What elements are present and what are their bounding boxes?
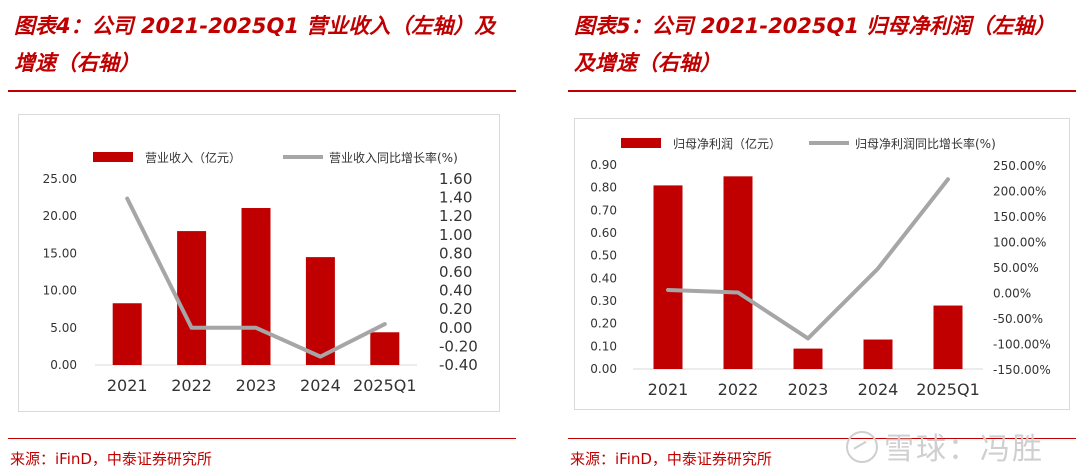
growth-rate-line bbox=[666, 177, 950, 341]
left-axis-tick-label: 20.00 bbox=[43, 209, 77, 223]
right-axis-tick-label: 1.60 bbox=[439, 170, 472, 188]
left-axis-tick-label: 15.00 bbox=[43, 246, 77, 260]
left-axis-tick-label: 0.90 bbox=[590, 158, 617, 172]
category-label: 2023 bbox=[788, 380, 829, 399]
net-profit-chart-svg: 0.00 0.10 0.20 0.30 0.40 0.50 0.60 0.70 0.80 0.90… bbox=[590, 136, 1051, 399]
category-label: 2022 bbox=[718, 380, 759, 399]
category-label: 2024 bbox=[858, 380, 899, 399]
bar bbox=[723, 176, 753, 369]
right-axis-tick-label: 150.00% bbox=[993, 210, 1046, 224]
left-axis-tick-label: 10.00 bbox=[43, 284, 77, 298]
growth-rate-line bbox=[125, 196, 387, 359]
right-axis-tick-label: 100.00% bbox=[993, 236, 1046, 250]
legend-bar-swatch bbox=[93, 152, 133, 162]
revenue-chart-svg: 0.005.0010.0015.0020.0025.00-0.40-0.200.… bbox=[43, 150, 478, 395]
bar bbox=[933, 305, 963, 369]
category-label: 2025Q1 bbox=[916, 380, 980, 399]
right-axis-tick-label: 250.00% bbox=[993, 159, 1046, 173]
category-label: 2021 bbox=[107, 376, 148, 395]
left-axis-tick-label: 0.60 bbox=[590, 226, 617, 240]
bar bbox=[112, 303, 142, 365]
category-label: 2022 bbox=[171, 376, 212, 395]
watermark: 雪球：冯胜 bbox=[846, 424, 1044, 468]
watermark-text: 雪球：冯胜 bbox=[884, 432, 1044, 467]
left-axis-tick-label: 0.70 bbox=[590, 203, 617, 217]
left-axis-tick-label: 0.30 bbox=[590, 294, 617, 308]
right-axis-tick-label: -50.00% bbox=[993, 312, 1043, 326]
source-divider bbox=[8, 438, 516, 439]
left-axis-tick-label: 0.40 bbox=[590, 271, 617, 285]
bar bbox=[305, 257, 335, 365]
right-axis-tick-label: -100.00% bbox=[993, 338, 1051, 352]
title-divider bbox=[8, 90, 516, 92]
bar bbox=[863, 339, 893, 369]
right-axis-tick-label: -0.20 bbox=[439, 337, 478, 355]
figure-4-title: 图表4：公司 2021-2025Q1 营业收入（左轴）及增速（右轴） bbox=[14, 14, 496, 75]
left-axis-tick-label: 0.10 bbox=[590, 339, 617, 353]
right-axis-tick-label: 50.00% bbox=[993, 261, 1039, 275]
right-axis-tick-label: 200.00% bbox=[993, 185, 1046, 199]
left-axis-tick-label: 0.20 bbox=[590, 317, 617, 331]
left-axis-tick-label: 0.80 bbox=[590, 181, 617, 195]
category-label: 2025Q1 bbox=[353, 376, 417, 395]
source-divider bbox=[568, 438, 1076, 439]
title-divider bbox=[568, 90, 1076, 92]
revenue-chart: 0.00 5.00 10.00 15.00 20.00 25.00 -0.40 -0.20 0.… bbox=[18, 114, 500, 412]
right-axis-tick-label: -0.40 bbox=[439, 356, 478, 374]
bar bbox=[241, 208, 271, 365]
bar bbox=[793, 348, 823, 369]
figure-4-panel: 图表4：公司 2021-2025Q1 营业收入（左轴）及增速（右轴） 0.00 5… bbox=[0, 0, 520, 470]
left-axis-tick-label: 25.00 bbox=[43, 172, 77, 186]
snowball-logo-icon bbox=[846, 431, 878, 463]
bar bbox=[370, 332, 400, 365]
right-axis-tick-label: 1.20 bbox=[439, 207, 472, 225]
right-axis-tick-label: 0.80 bbox=[439, 244, 472, 262]
right-axis-tick-label: 1.40 bbox=[439, 189, 472, 207]
category-label: 2023 bbox=[236, 376, 277, 395]
left-axis-tick-label: 0.00 bbox=[50, 358, 77, 372]
legend-bar-label: 营业收入（亿元） bbox=[145, 150, 241, 165]
right-axis-tick-label: -150.00% bbox=[993, 363, 1051, 377]
right-axis-tick-label: 0.00 bbox=[439, 319, 472, 337]
legend-bar-swatch bbox=[621, 138, 661, 148]
figure-5-panel: 图表5：公司 2021-2025Q1 归母净利润（左轴）及增速（右轴） 0.00… bbox=[560, 0, 1080, 470]
figure-5-title: 图表5：公司 2021-2025Q1 归母净利润（左轴）及增速（右轴） bbox=[574, 14, 1056, 75]
left-axis-tick-label: 0.00 bbox=[590, 362, 617, 376]
right-axis-tick-label: 1.00 bbox=[439, 226, 472, 244]
left-axis-tick-label: 5.00 bbox=[50, 321, 77, 335]
bar bbox=[653, 185, 683, 369]
right-axis-tick-label: 0.20 bbox=[439, 300, 472, 318]
right-axis-tick-label: 0.40 bbox=[439, 282, 472, 300]
bar bbox=[177, 231, 207, 365]
figure-5-source: 来源：iFinD，中泰证券研究所 bbox=[570, 450, 772, 468]
right-axis-tick-label: 0.60 bbox=[439, 263, 472, 281]
left-axis-tick-label: 0.50 bbox=[590, 249, 617, 263]
legend-bar-label: 归母净利润（亿元） bbox=[673, 136, 781, 151]
legend-line-label: 营业收入同比增长率(%) bbox=[329, 150, 458, 165]
category-label: 2021 bbox=[648, 380, 689, 399]
right-axis-tick-label: 0.00% bbox=[993, 287, 1031, 301]
net-profit-chart: 0.00 0.10 0.20 0.30 0.40 0.50 0.60 0.70 0.80 0.90… bbox=[574, 118, 1070, 410]
legend-line-label: 归母净利润同比增长率(%) bbox=[855, 136, 996, 151]
figure-4-source: 来源：iFinD，中泰证券研究所 bbox=[10, 450, 212, 468]
category-label: 2024 bbox=[300, 376, 341, 395]
